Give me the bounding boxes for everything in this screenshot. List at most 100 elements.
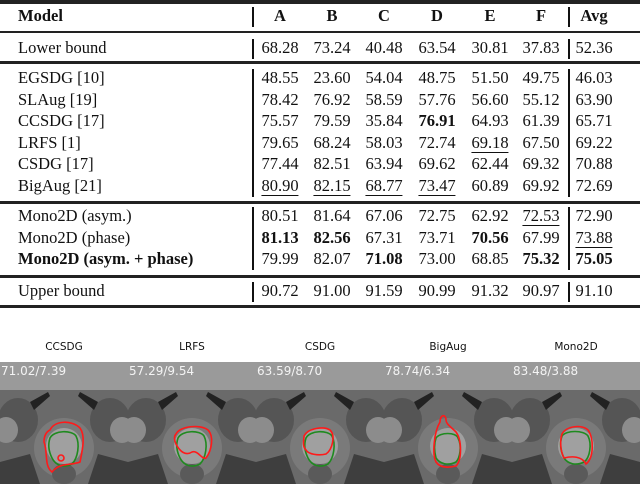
table-cell: 73.24 [313, 38, 351, 57]
column-divider [252, 282, 254, 302]
table-cell: 67.06 [365, 206, 403, 225]
table-rule [0, 61, 640, 64]
row-label: Mono2D (phase) [18, 227, 131, 247]
table-cell: 91.32 [471, 281, 509, 300]
table-cell: 63.54 [418, 38, 456, 57]
row-label: Lower bound [18, 38, 107, 57]
table-cell: 62.92 [471, 206, 509, 225]
mri-image [512, 362, 640, 484]
column-divider [568, 7, 570, 27]
mri-panel: 63.59/8.70 [256, 362, 384, 484]
mri-image [128, 362, 256, 484]
table-rule [0, 275, 640, 278]
panel-score: 83.48/3.88 [513, 364, 579, 378]
table-cell: 80.90 [261, 176, 299, 196]
column-divider [252, 207, 254, 270]
table-cell: 58.59 [365, 89, 403, 109]
table-cell: 65.71 [575, 111, 613, 131]
table-cell: 77.44 [261, 154, 299, 174]
header-f: F [535, 6, 547, 25]
table-cell: 23.60 [313, 68, 351, 87]
table-cell: 69.62 [418, 154, 456, 174]
table-cell: 75.32 [522, 249, 560, 269]
prediction-contour [433, 414, 462, 468]
table-cell: 79.99 [261, 249, 299, 269]
column-divider [252, 7, 254, 27]
table-cell: 70.88 [575, 154, 613, 174]
table-cell: 91.59 [365, 281, 403, 300]
table-cell: 64.93 [471, 111, 509, 131]
column-divider [568, 282, 570, 302]
table-cell: 63.94 [365, 154, 403, 174]
prediction-contour [302, 427, 334, 456]
table-cell: 57.76 [418, 89, 456, 109]
table-cell: 68.85 [471, 249, 509, 269]
mri-image [0, 362, 128, 484]
table-cell: 69.22 [575, 132, 613, 152]
table-rule [0, 31, 640, 33]
table-cell: 73.47 [418, 176, 456, 196]
table-cell: 91.10 [575, 281, 613, 300]
table-cell: 90.99 [418, 281, 456, 300]
table-cell: 70.56 [471, 227, 509, 247]
table-cell: 73.88 [575, 227, 613, 248]
table-cell: 75.05 [575, 249, 613, 269]
table-cell: 30.81 [471, 38, 509, 57]
row-label: Upper bound [18, 281, 105, 300]
table-cell: 54.04 [365, 68, 403, 87]
table-cell: 90.97 [522, 281, 560, 300]
table-cell: 82.15 [313, 176, 351, 196]
panel-title: CSDG [304, 341, 336, 353]
table-cell: 62.44 [471, 154, 509, 174]
row-label: Mono2D (asym. + phase) [18, 249, 194, 269]
table-cell: 69.32 [522, 154, 560, 174]
table-cell: 67.50 [522, 132, 560, 152]
ground-truth-contour [433, 432, 461, 465]
header-b: B [326, 6, 338, 25]
table-cell: 61.39 [522, 111, 560, 131]
table-cell: 80.51 [261, 206, 299, 225]
prediction-contour [43, 421, 84, 474]
table-cell: 72.53 [522, 206, 560, 226]
column-divider [252, 69, 254, 197]
table-cell: 72.74 [418, 132, 456, 152]
table-cell: 49.75 [522, 68, 560, 87]
table-cell: 76.91 [418, 111, 456, 131]
column-divider [568, 39, 570, 59]
header-a: A [274, 6, 286, 25]
table-cell: 68.28 [261, 38, 299, 57]
table-cell: 72.90 [575, 206, 613, 225]
row-label: SLAug [19] [18, 89, 98, 109]
table-rule [0, 0, 640, 4]
table-cell: 37.83 [522, 38, 560, 57]
table-cell: 46.03 [575, 68, 613, 87]
table-cell: 58.03 [365, 132, 403, 152]
mri-image [384, 362, 512, 484]
panel-title: Mono2D [554, 341, 598, 353]
table-cell: 90.72 [261, 281, 299, 300]
column-divider [252, 39, 254, 59]
table-cell: 69.92 [522, 176, 560, 195]
mri-panel: 71.02/7.39 [0, 362, 128, 484]
table-cell: 71.08 [365, 249, 403, 269]
table-cell: 82.07 [313, 249, 351, 269]
table-cell: 52.36 [575, 38, 613, 57]
header-model: Model [18, 6, 63, 25]
panel-title: LRFS [179, 341, 205, 353]
table-cell: 82.51 [313, 154, 351, 174]
table-rule [0, 201, 640, 204]
panel-score: 78.74/6.34 [385, 364, 451, 378]
prediction-contour [173, 425, 213, 460]
row-label: LRFS [1] [18, 132, 81, 152]
column-divider [568, 207, 570, 270]
row-label: EGSDG [10] [18, 68, 105, 87]
table-rule [0, 305, 640, 308]
header-avg: Avg [580, 6, 608, 25]
table-cell: 81.64 [313, 206, 351, 225]
table-cell: 55.12 [522, 89, 560, 109]
table-cell: 75.57 [261, 111, 299, 131]
table-cell: 40.48 [365, 38, 403, 57]
mri-image [256, 362, 384, 484]
row-label: Mono2D (asym.) [18, 206, 132, 225]
table-cell: 68.77 [365, 176, 403, 196]
